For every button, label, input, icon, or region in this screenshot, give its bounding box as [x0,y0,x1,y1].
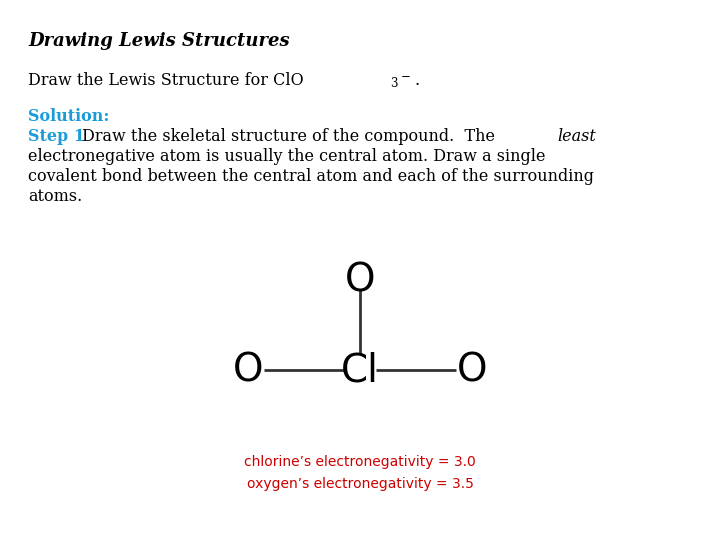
Text: O: O [233,351,264,389]
Text: electronegative atom is usually the central atom. Draw a single: electronegative atom is usually the cent… [28,148,546,165]
Text: Step 1: Step 1 [28,128,85,145]
Text: chlorine’s electronegativity = 3.0: chlorine’s electronegativity = 3.0 [244,455,476,469]
Text: oxygen’s electronegativity = 3.5: oxygen’s electronegativity = 3.5 [246,477,474,491]
Text: O: O [456,351,487,389]
Text: atoms.: atoms. [28,188,82,205]
Text: O: O [345,261,375,299]
Text: Draw the skeletal structure of the compound.  The: Draw the skeletal structure of the compo… [82,128,495,145]
Text: −: − [401,69,411,82]
Text: .: . [414,72,419,89]
Text: Cl: Cl [341,351,379,389]
Text: 3: 3 [390,77,397,90]
Text: Solution:: Solution: [28,108,109,125]
Text: Draw the Lewis Structure for ClO: Draw the Lewis Structure for ClO [28,72,304,89]
Text: least: least [557,128,595,145]
Text: covalent bond between the central atom and each of the surrounding: covalent bond between the central atom a… [28,168,594,185]
Text: Drawing Lewis Structures: Drawing Lewis Structures [28,32,289,50]
